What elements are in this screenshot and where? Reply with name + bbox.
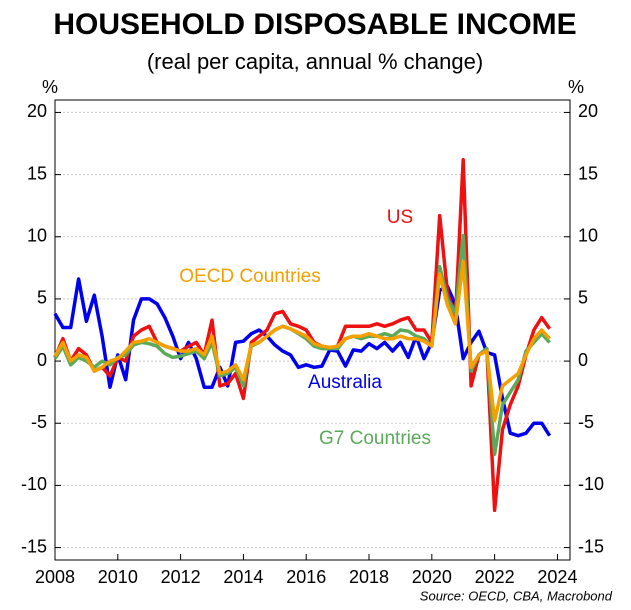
y2-tick-label: 15: [578, 163, 598, 183]
y2-tick-label: -5: [578, 412, 594, 432]
y-tick-label: 0: [37, 350, 47, 370]
y2-tick-label: 5: [578, 288, 588, 308]
x-tick-label: 2018: [349, 567, 389, 587]
x-tick-label: 2012: [161, 567, 201, 587]
y-tick-label: -5: [31, 412, 47, 432]
series-line: [53, 277, 552, 438]
y-tick-label: 15: [27, 163, 47, 183]
y-tick-label: 5: [37, 288, 47, 308]
x-tick-label: 2020: [412, 567, 452, 587]
y-tick-label: 20: [27, 101, 47, 121]
y2-tick-label: -10: [578, 474, 604, 494]
series-label: OECD Countries: [179, 266, 321, 287]
y2-tick-label: 20: [578, 101, 598, 121]
x-tick-label: 2008: [35, 567, 75, 587]
x-tick-label: 2014: [223, 567, 263, 587]
chart-title: HOUSEHOLD DISPOSABLE INCOME: [53, 8, 576, 41]
y-tick-label: -15: [21, 536, 47, 556]
y-unit-left: %: [42, 77, 58, 97]
y2-tick-label: -15: [578, 536, 604, 556]
x-tick-label: 2022: [475, 567, 515, 587]
plot-frame: [54, 99, 571, 561]
series-line: [53, 157, 552, 513]
y-unit-right: %: [568, 77, 584, 97]
y-tick-label: -10: [21, 474, 47, 494]
chart-subtitle: (real per capita, annual % change): [147, 49, 483, 74]
x-tick-label: 2024: [537, 567, 577, 587]
series-label: G7 Countries: [319, 428, 431, 449]
series-label: US: [387, 207, 413, 228]
y2-tick-label: 10: [578, 226, 598, 246]
series-line: [53, 259, 551, 423]
y2-tick-label: 0: [578, 350, 588, 370]
source-note: Source: OECD, CBA, Macrobond: [420, 588, 613, 603]
x-tick-label: 2016: [286, 567, 326, 587]
series-label: Australia: [308, 372, 382, 393]
x-tick-label: 2010: [98, 567, 138, 587]
y-tick-label: 10: [27, 226, 47, 246]
